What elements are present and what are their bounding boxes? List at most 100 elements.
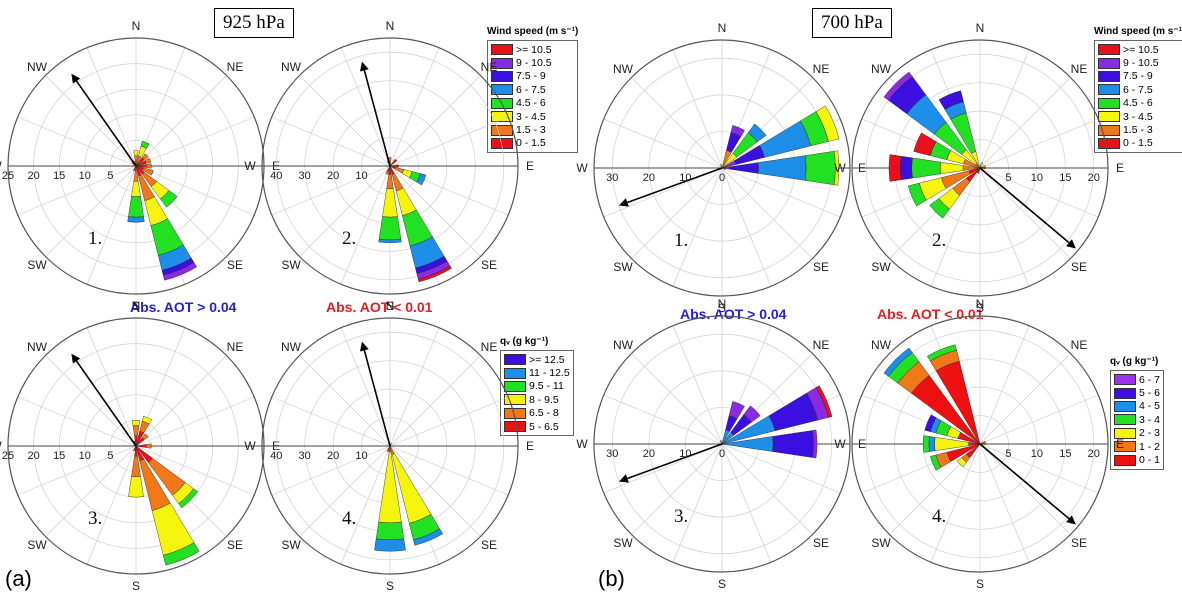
radial-gridline xyxy=(389,75,481,167)
radial-gridline xyxy=(603,167,723,218)
legend-item: 4.5 - 6 xyxy=(491,97,574,110)
radial-gridline xyxy=(340,165,391,285)
radial-tick-label: 15 xyxy=(53,170,65,182)
ring-gridline xyxy=(275,331,505,561)
radial-gridline xyxy=(389,396,509,447)
rose-petal-segment xyxy=(721,167,726,171)
radial-gridline xyxy=(135,75,227,167)
ring-gridline xyxy=(58,88,214,244)
compass-label: NW xyxy=(871,62,892,76)
mean-wind-arrow-head xyxy=(360,341,369,352)
legend-title: Wind speed (m s⁻¹) xyxy=(487,26,579,37)
radial-gridline xyxy=(299,75,391,167)
rose-petal-segment xyxy=(729,162,759,174)
ring-gridline xyxy=(304,80,476,252)
rose-petal-segment xyxy=(141,433,149,441)
mean-wind-arrow xyxy=(979,443,1070,520)
legend-label: 6 - 7 xyxy=(1139,373,1161,386)
rose-petal-segment xyxy=(416,260,451,280)
radial-tick-label: 10 xyxy=(355,450,367,462)
rose-panel-number: 4. xyxy=(342,508,356,529)
rose-petal-segment xyxy=(386,445,391,452)
rose-petal-segment xyxy=(956,457,967,468)
radial-tick-label: 5 xyxy=(107,450,113,462)
radial-gridline xyxy=(86,327,137,447)
rose-petal-segment xyxy=(144,157,152,164)
rose-petal-segment xyxy=(721,415,776,445)
rose-petal-segment xyxy=(138,145,147,158)
ring-gridline xyxy=(110,420,162,472)
radial-gridline xyxy=(979,443,1099,494)
aot-low-label-left: Abs. AOT < 0.01 xyxy=(326,299,433,315)
radial-gridline xyxy=(389,47,440,167)
rose-petal-segment xyxy=(385,170,389,175)
rose-petal-segment xyxy=(961,453,971,463)
radial-gridline xyxy=(861,118,981,169)
compass-label: S xyxy=(386,579,394,593)
rose-petal-segment xyxy=(966,443,981,458)
rose-petal-segment xyxy=(135,437,145,447)
radial-gridline xyxy=(340,445,391,565)
legend-swatch xyxy=(491,84,513,96)
rose-petal-segment xyxy=(922,435,930,453)
radial-gridline xyxy=(979,167,1099,218)
radial-gridline xyxy=(672,325,723,445)
ring-gridline xyxy=(33,63,239,269)
rose-petal-segment xyxy=(172,482,194,504)
mean-wind-arrow xyxy=(979,167,1070,244)
rose-petal-segment xyxy=(913,132,937,156)
compass-label: NE xyxy=(1071,62,1088,76)
rose-petal-segment xyxy=(391,173,404,192)
rose-petal-segment xyxy=(415,255,448,274)
ring-gridline xyxy=(648,370,796,518)
rose-petal-segment xyxy=(389,442,392,447)
rose-petal-segment xyxy=(929,198,950,219)
radial-gridline xyxy=(389,165,509,216)
radial-tick-label: 15 xyxy=(53,450,65,462)
compass-label: SW xyxy=(613,260,633,274)
rose-petal-segment xyxy=(135,160,147,167)
radial-gridline xyxy=(340,47,391,167)
legend-title: qᵥ (g kg⁻¹) xyxy=(500,336,549,347)
radial-gridline xyxy=(721,443,841,494)
rose-petal-segment xyxy=(930,417,942,434)
radial-tick-label: 10 xyxy=(1031,172,1043,184)
rose-petal-segment xyxy=(888,154,902,182)
rose-petal-segment xyxy=(911,375,981,445)
radial-gridline xyxy=(271,445,391,496)
rose-petal-segment xyxy=(391,453,432,524)
radial-gridline xyxy=(861,167,981,218)
rose-petal-segment xyxy=(131,420,141,426)
radial-gridline xyxy=(86,165,137,285)
ring-gridline xyxy=(110,140,162,192)
legend-label: 2 - 3 xyxy=(1139,427,1161,440)
rose-petal-segment xyxy=(378,216,402,241)
rose-petal-segment xyxy=(388,157,392,167)
mean-wind-arrow xyxy=(75,360,137,447)
compass-label: E xyxy=(272,439,280,453)
radial-tick-label: 20 xyxy=(327,450,339,462)
radial-gridline xyxy=(135,165,227,257)
rose-petal-segment xyxy=(134,435,138,447)
radial-tick-label: 20 xyxy=(27,170,39,182)
compass-label: SE xyxy=(227,258,243,272)
legend-item: 4.5 - 6 xyxy=(1098,97,1181,110)
rose-petal-segment xyxy=(417,265,452,283)
rose-outer-circle xyxy=(7,317,265,575)
rose-petal-segment xyxy=(375,521,405,541)
legend-item: 6.5 - 8 xyxy=(504,407,570,420)
rose-petal-segment xyxy=(968,167,981,175)
radial-gridline xyxy=(271,116,391,167)
ring-gridline xyxy=(84,394,188,498)
radial-gridline xyxy=(17,165,137,216)
legend-swatch xyxy=(491,57,513,69)
legend-swatch xyxy=(1114,400,1136,412)
rose-petal-segment xyxy=(128,476,144,498)
rose-petal-segment xyxy=(133,440,137,447)
radial-tick-label: 30 xyxy=(606,172,618,184)
legend-swatch xyxy=(1098,70,1120,82)
compass-label: SE xyxy=(813,536,829,550)
mean-wind-arrow xyxy=(627,443,723,480)
